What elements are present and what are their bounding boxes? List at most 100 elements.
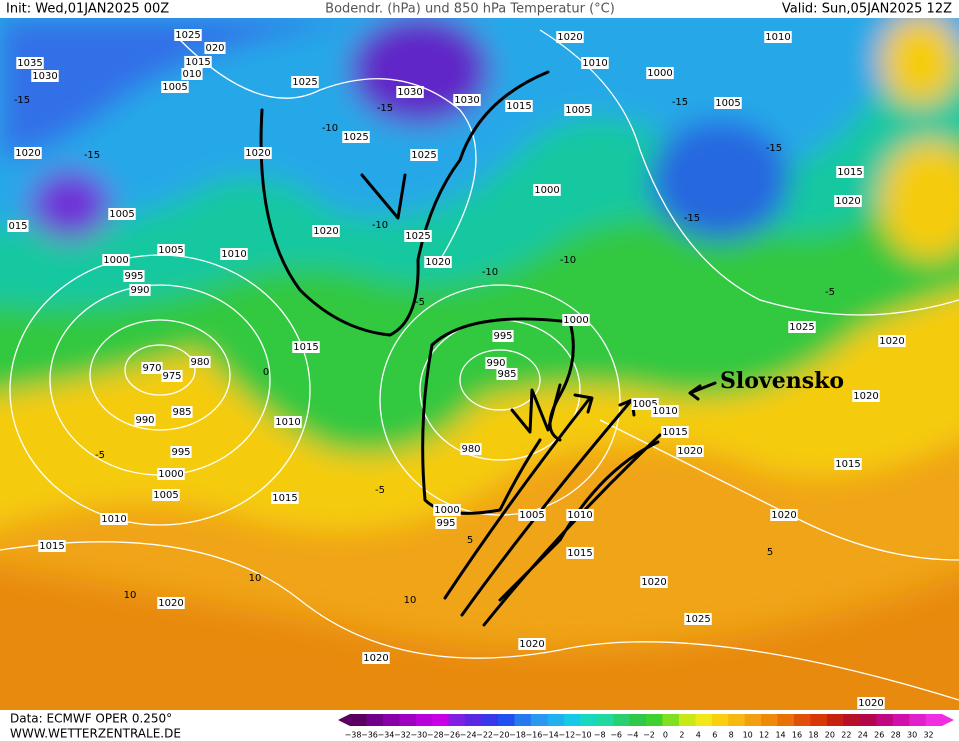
legend-label: 16 — [792, 731, 802, 740]
isobar-label-bg — [424, 256, 452, 268]
isobar-label-bg — [189, 356, 211, 368]
isobar-label-bg — [157, 597, 185, 609]
temperature-label: -5 — [375, 485, 385, 496]
legend-label: −34 — [377, 731, 394, 740]
legend-label: −24 — [460, 731, 477, 740]
isobar-label: 1000 — [647, 68, 672, 79]
temperature-label: -15 — [377, 103, 393, 114]
legend-label: 22 — [841, 731, 851, 740]
legend-swatch — [547, 714, 565, 726]
isobar-label: 1015 — [293, 342, 318, 353]
isobar-label: 1020 — [158, 598, 183, 609]
temperature-label: -15 — [766, 143, 782, 154]
legend-label: −16 — [525, 731, 542, 740]
isobar-label-bg — [640, 576, 668, 588]
isobar-label-bg — [410, 149, 438, 161]
isobar-label-bg — [174, 29, 202, 41]
isobar-label: 980 — [461, 444, 480, 455]
legend-swatch — [711, 714, 729, 726]
isobar-label: 1000 — [434, 505, 459, 516]
isobar-label-bg — [852, 390, 880, 402]
isobar-label: 1000 — [158, 469, 183, 480]
isobar-label: 1015 — [506, 101, 531, 112]
isobar-label-bg — [123, 270, 145, 282]
isobar-label: 1005 — [715, 98, 740, 109]
isobar-label-bg — [764, 31, 792, 43]
isobar-label: 1010 — [765, 32, 790, 43]
legend-label: −12 — [558, 731, 575, 740]
temperature-label: 5 — [467, 535, 473, 546]
legend-label: 20 — [825, 731, 835, 740]
isobar-label-bg — [170, 446, 192, 458]
legend-swatch — [876, 714, 894, 726]
isobar-label: 985 — [172, 407, 191, 418]
isobar-label: 1035 — [17, 58, 42, 69]
legend-swatch — [580, 714, 598, 726]
isobar-label-bg — [31, 70, 59, 82]
isobar-label-bg — [14, 147, 42, 159]
isobar-label-bg — [291, 76, 319, 88]
isobar-label-bg — [556, 31, 584, 43]
isobar-label: 995 — [171, 447, 190, 458]
isobar-label: 1020 — [557, 32, 582, 43]
legend-label: 14 — [775, 731, 785, 740]
legend-swatch — [859, 714, 877, 726]
legend-label: −18 — [509, 731, 526, 740]
temperature-label: -10 — [560, 255, 576, 266]
isobar-label-bg — [181, 68, 203, 80]
legend-swatch — [843, 714, 861, 726]
isobar-label: 990 — [486, 358, 505, 369]
isobar-label-bg — [661, 426, 689, 438]
temperature-label: 10 — [404, 595, 417, 606]
legend-label: 32 — [923, 731, 933, 740]
isobar-label-bg — [102, 254, 130, 266]
isobar-label-bg — [485, 357, 507, 369]
isobar-label: 1030 — [397, 87, 422, 98]
legend-label: 0 — [663, 731, 668, 740]
temperature-label: -10 — [322, 123, 338, 134]
isobar-label: 1020 — [245, 148, 270, 159]
data-source: Data: ECMWF OPER 0.250° — [10, 712, 172, 726]
legend-swatch — [646, 714, 663, 726]
temperature-label: 0 — [263, 367, 269, 378]
isobar-label: 1015 — [835, 459, 860, 470]
isobar-label-bg — [312, 225, 340, 237]
isobar-label-bg — [581, 57, 609, 69]
legend-swatch — [465, 714, 483, 726]
isobar-label: 1015 — [662, 427, 687, 438]
isobar-label: 1025 — [405, 231, 430, 242]
isobar-label-bg — [100, 513, 128, 525]
temperature-label: 10 — [124, 590, 137, 601]
isobar-label: 1015 — [567, 548, 592, 559]
isobar-label: 1020 — [879, 336, 904, 347]
legend-swatch — [925, 714, 943, 726]
isobar-label: 1010 — [652, 406, 677, 417]
legend-arrow-right — [942, 714, 954, 726]
isobar-label: 995 — [493, 331, 512, 342]
isobar-label: 015 — [8, 221, 27, 232]
isobar-label: 1025 — [789, 322, 814, 333]
isobar-label: 1005 — [162, 82, 187, 93]
isobar-label: 1005 — [153, 490, 178, 501]
isobar-label-bg — [171, 406, 193, 418]
legend-swatch — [350, 714, 367, 726]
isobar-label: 1020 — [313, 226, 338, 237]
legend-swatch — [810, 714, 828, 726]
temperature-label: -15 — [14, 95, 30, 106]
legend-label: 12 — [759, 731, 769, 740]
isobar-label-bg — [184, 56, 212, 68]
legend-swatch — [596, 714, 614, 726]
isobar-label-bg — [134, 414, 156, 426]
legend-swatch — [794, 714, 811, 726]
isobar-label-bg — [533, 184, 561, 196]
isobar-label: 1005 — [519, 510, 544, 521]
isobar-label: 970 — [142, 363, 161, 374]
temperature-label: -10 — [482, 267, 498, 278]
temperature-labels: -15-15-15-10-10-10-15-15-15-5-50-5-55101… — [14, 95, 835, 606]
isobar-label: 1020 — [677, 446, 702, 457]
isobar-label-bg — [788, 321, 816, 333]
legend-swatch — [563, 714, 581, 726]
isobar-label-bg — [161, 370, 183, 382]
